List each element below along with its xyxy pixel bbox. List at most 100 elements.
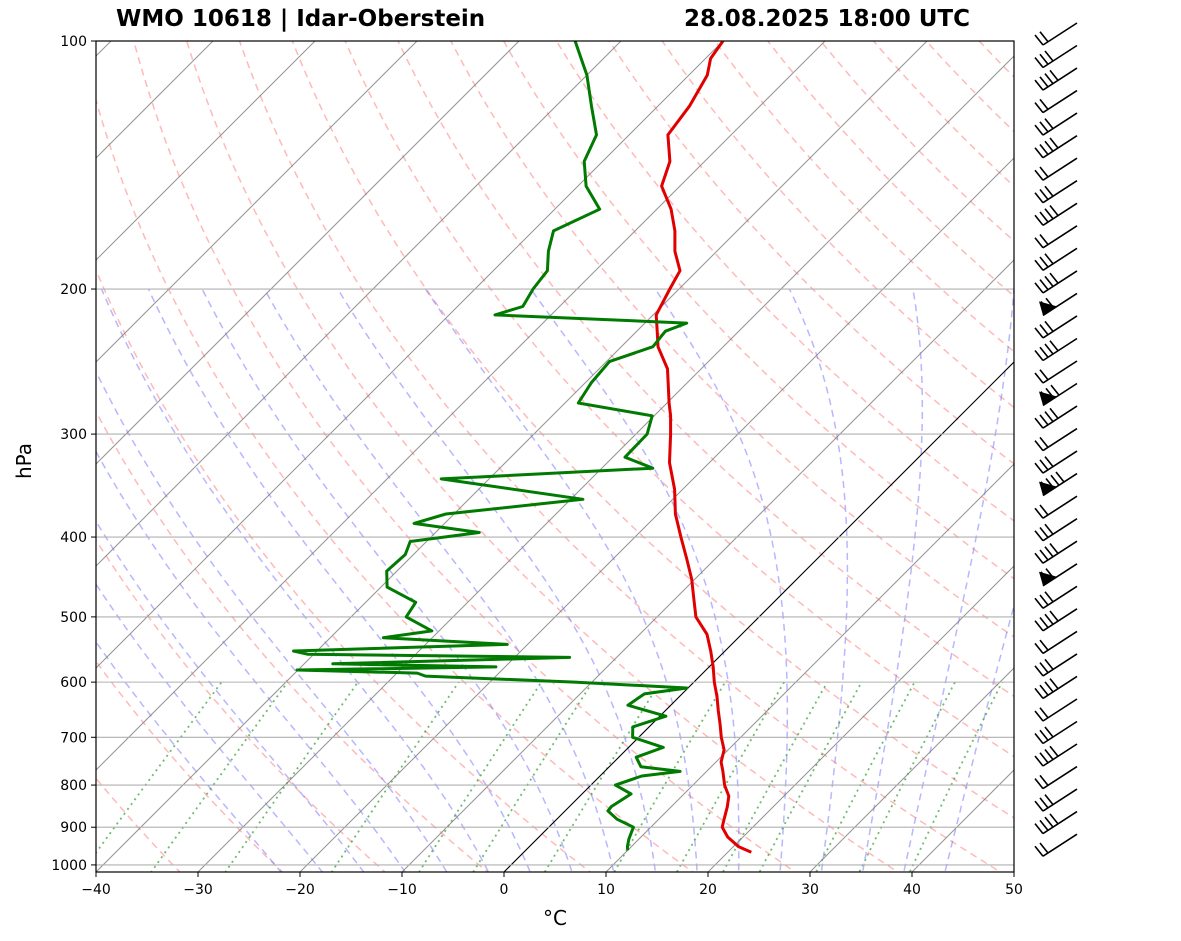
isotherm-line [809, 667, 1014, 872]
wind-barb-staff [1042, 720, 1078, 745]
wind-barb-flag [1040, 481, 1050, 493]
wind-barb-flag [1034, 800, 1044, 812]
y-tick-label: 700 [60, 730, 87, 746]
wind-barb-flag [1044, 591, 1054, 603]
wind-barb-flag [1039, 752, 1049, 764]
mixing-ratio-line [721, 681, 829, 872]
wind-barb [1034, 585, 1078, 609]
wind-barb-staff [1042, 540, 1078, 564]
wind-barb-flag [1045, 477, 1055, 489]
wind-barb-flag [1034, 755, 1044, 767]
dry-adiabat-line [449, 41, 1014, 638]
wind-barb-staff [1042, 653, 1078, 677]
wind-barb [1034, 112, 1078, 136]
wind-barb-flag [1049, 678, 1059, 690]
wind-barb-staff [1042, 427, 1078, 452]
wind-barb-flag [1039, 414, 1049, 426]
wind-barb [1034, 89, 1078, 114]
chart-title-station: WMO 10618 | Idar-Oberstein [116, 6, 486, 32]
wind-barb-flag [1050, 384, 1060, 396]
wind-barb-staff [1042, 135, 1078, 159]
wind-barb-flag [1049, 407, 1059, 419]
wind-barb-flag [1039, 594, 1049, 606]
wind-barb-flag [1039, 504, 1049, 516]
wind-barb-flag [1039, 53, 1049, 65]
y-tick-label: 1000 [51, 858, 87, 874]
wind-barb-flag [1044, 73, 1054, 85]
dry-adiabat-line [96, 538, 387, 872]
wind-barb [1034, 22, 1078, 46]
y-tick-label: 100 [60, 34, 87, 50]
wind-barb-flag [1049, 610, 1059, 622]
wind-barb-flag [1050, 474, 1060, 486]
x-tick-label: 0 [500, 882, 509, 898]
wind-barb-flag [1034, 169, 1044, 181]
wind-barb-flag [1049, 340, 1059, 352]
wind-barb-flag [1044, 749, 1054, 760]
wind-barb-flag [1044, 456, 1054, 468]
wind-barb-flag [1034, 823, 1044, 835]
wind-barb-flag [1039, 211, 1049, 223]
wind-barb-flag [1044, 816, 1054, 828]
wind-barb [1034, 450, 1078, 474]
wind-barb-staff [1042, 495, 1078, 519]
wind-barb-flag [1039, 526, 1049, 538]
moist-adiabat-line [100, 288, 490, 872]
wind-barb-staff [1042, 67, 1078, 91]
y-axis-ticks: 100 200 300 400 500 600 700 800 900 1000 [51, 34, 96, 874]
wind-barb-staff [1042, 743, 1078, 767]
wind-barb [1034, 675, 1078, 700]
wind-barb [1034, 743, 1078, 767]
wind-barb-staff [1042, 518, 1078, 542]
wind-barb-flag [1039, 31, 1049, 43]
wind-barb-flag [1044, 343, 1054, 355]
wind-barb-flag [1039, 707, 1049, 719]
moist-adiabat-line [96, 520, 365, 872]
y-tick-label: 900 [60, 820, 87, 836]
wind-barb-flag [1045, 568, 1055, 580]
wind-barb-flag [1044, 546, 1054, 558]
wind-barb-flag [1044, 613, 1054, 625]
wind-barb-flag [1039, 797, 1049, 809]
wind-barb-staff [1042, 247, 1078, 271]
mixing-ratio-line [472, 681, 594, 872]
wind-barb-flag [1034, 237, 1044, 249]
wind-barb-flag [1034, 597, 1044, 609]
x-tick-label: 50 [1005, 882, 1023, 898]
wind-barb-flag [1039, 842, 1049, 854]
wind-barb [1034, 135, 1078, 159]
wind-barb-flag [1039, 369, 1049, 381]
wind-barb-flag [1049, 69, 1059, 81]
dry-adiabat-line [96, 660, 284, 872]
dewpoint-profile-line [292, 41, 689, 851]
isotherm-line [707, 565, 1014, 872]
x-tick-label: 30 [801, 882, 819, 898]
wind-barb-flag [1049, 542, 1059, 554]
x-tick-label: 40 [903, 882, 921, 898]
wind-barb [1039, 382, 1078, 407]
dry-adiabat-line [661, 41, 1014, 409]
dry-adiabat-line [502, 41, 1014, 580]
wind-barb-staff [1042, 630, 1078, 655]
wind-barb-staff [1042, 450, 1078, 474]
wind-barb-flag [1049, 272, 1059, 284]
y-tick-label: 500 [60, 610, 87, 626]
wind-barb-flag [1034, 124, 1044, 136]
temperature-profile-line [654, 41, 752, 854]
isotherm-line [605, 463, 1014, 872]
wind-barb-flag [1044, 726, 1054, 738]
wind-barb-flag [1039, 188, 1049, 200]
wind-barb-flag [1034, 282, 1044, 294]
wind-barb-flag [1039, 279, 1049, 291]
wind-barb-staff [1042, 225, 1078, 249]
wind-barb-flag [1034, 687, 1044, 699]
wind-barb-staff [1042, 157, 1078, 181]
wind-barb [1034, 202, 1078, 226]
wind-barb-flag [1039, 436, 1049, 448]
x-axis-label: °C [543, 906, 567, 930]
wind-barb-flag [1045, 387, 1055, 399]
wind-barb [1034, 630, 1078, 655]
moist-adiabat-line [96, 640, 283, 872]
wind-barb-flag [1039, 774, 1049, 786]
wind-barb-staff [1042, 337, 1078, 362]
